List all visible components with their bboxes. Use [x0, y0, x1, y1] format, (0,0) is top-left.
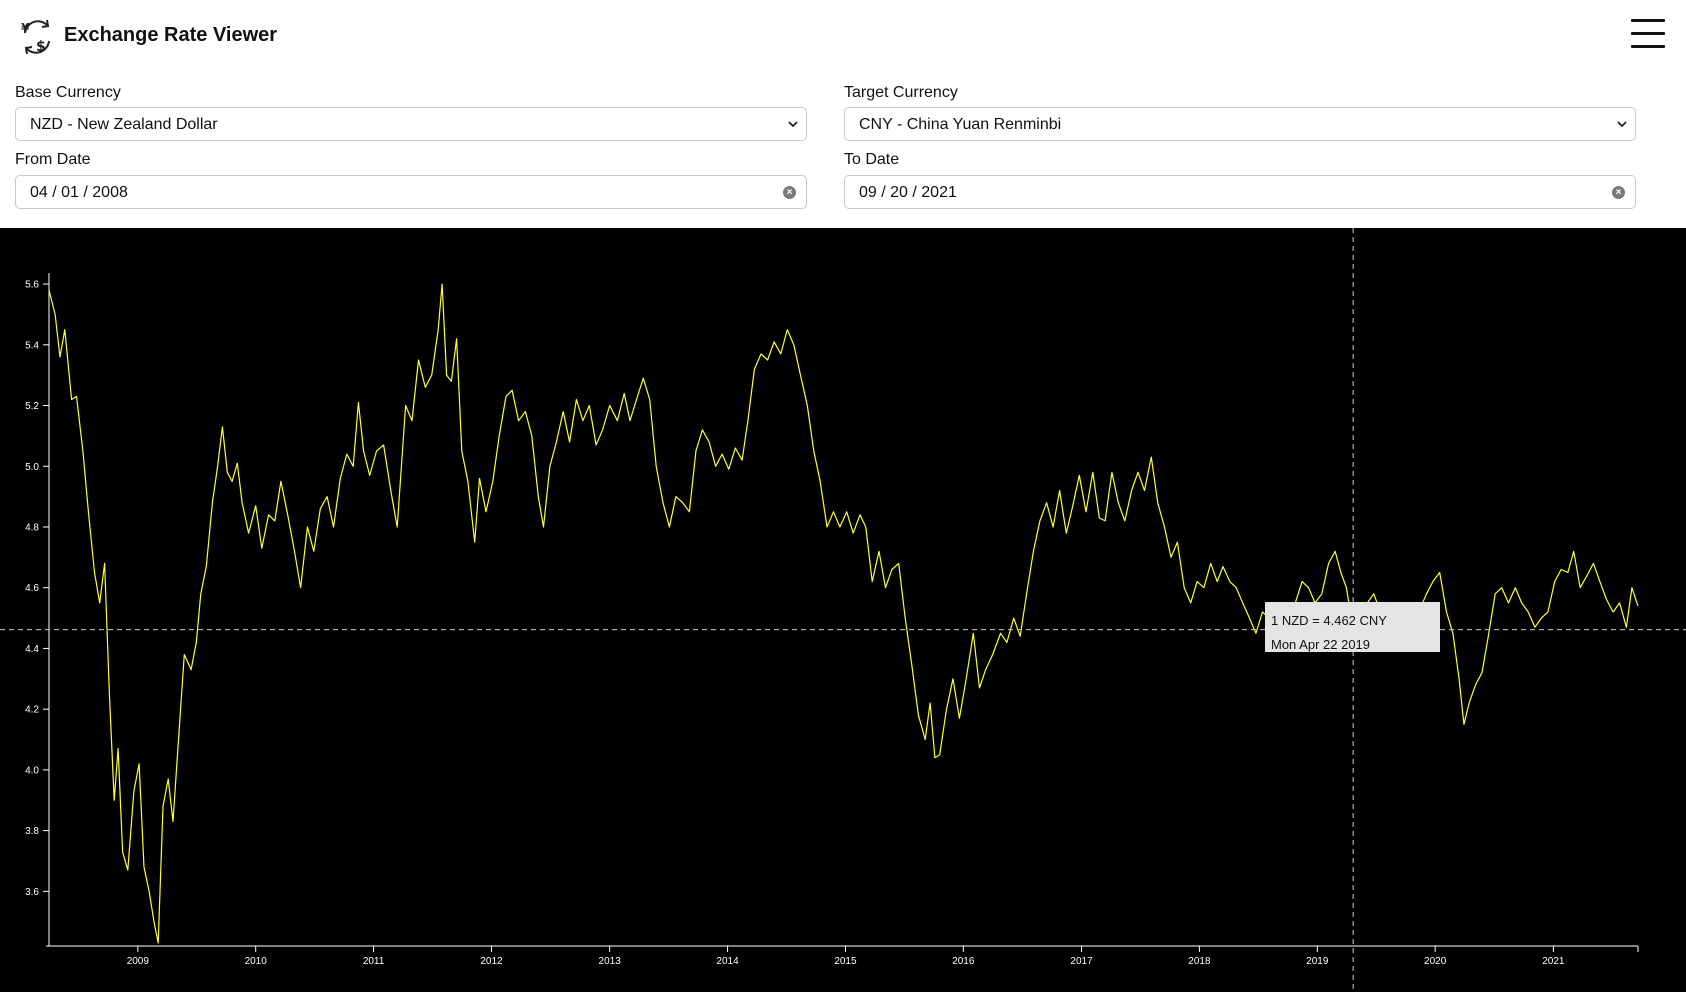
base-currency-value: NZD - New Zealand Dollar	[30, 116, 218, 133]
target-currency-select[interactable]: CNY - China Yuan Renminbi	[844, 107, 1636, 141]
x-tick-label: 2009	[127, 956, 150, 967]
x-tick-label: 2014	[716, 956, 739, 967]
y-tick-label: 5.0	[25, 462, 39, 473]
app-header: ¥ $ Exchange Rate Viewer	[0, 0, 1686, 72]
svg-text:¥: ¥	[21, 21, 30, 35]
y-tick-label: 4.0	[25, 765, 39, 776]
chart-tooltip: 1 NZD = 4.462 CNY Mon Apr 22 2019	[1265, 602, 1440, 652]
x-tick-label: 2020	[1424, 956, 1447, 967]
base-currency-label: Base Currency	[15, 84, 121, 101]
from-date-value: 04 / 01 / 2008	[30, 184, 128, 201]
to-date-value: 09 / 20 / 2021	[859, 184, 957, 201]
target-currency-label: Target Currency	[844, 84, 958, 101]
from-date-label: From Date	[15, 151, 91, 168]
base-currency-select[interactable]: NZD - New Zealand Dollar	[15, 107, 807, 141]
y-tick-label: 5.6	[25, 280, 39, 291]
x-tick-label: 2021	[1542, 956, 1565, 967]
y-tick-label: 5.2	[25, 401, 39, 412]
tooltip-rate: 1 NZD = 4.462 CNY	[1271, 613, 1387, 628]
x-tick-label: 2018	[1188, 956, 1211, 967]
currency-exchange-icon: ¥ $	[21, 19, 50, 55]
x-tick-label: 2015	[834, 956, 857, 967]
x-tick-label: 2012	[480, 956, 503, 967]
app-title: Exchange Rate Viewer	[64, 24, 278, 46]
y-tick-label: 4.6	[25, 583, 39, 594]
from-date-input[interactable]: 04 / 01 / 2008 ×	[15, 175, 807, 209]
y-tick-label: 3.8	[25, 826, 39, 837]
x-tick-label: 2013	[599, 956, 622, 967]
to-date-label: To Date	[844, 151, 900, 168]
y-tick-label: 4.8	[25, 522, 39, 533]
x-tick-label: 2017	[1070, 956, 1093, 967]
exchange-rate-chart[interactable]: 3.6 3.8 4.0 4.2 4.4 4.6 4.8 5.0 5.2 5.4 5.6 2009 201…	[0, 228, 1686, 992]
target-currency-value: CNY - China Yuan Renminbi	[859, 116, 1062, 133]
clear-icon[interactable]: ×	[1612, 186, 1625, 199]
y-tick-label: 3.6	[25, 887, 39, 898]
x-tick-label: 2016	[952, 956, 975, 967]
x-tick-label: 2010	[245, 956, 268, 967]
chevron-down-icon	[788, 121, 798, 128]
to-date-input[interactable]: 09 / 20 / 2021 ×	[844, 175, 1636, 209]
x-tick-label: 2011	[363, 956, 385, 967]
chevron-down-icon	[1617, 121, 1627, 128]
x-tick-label: 2019	[1306, 956, 1329, 967]
y-tick-label: 4.4	[25, 644, 39, 655]
tooltip-date: Mon Apr 22 2019	[1271, 637, 1371, 652]
svg-text:$: $	[36, 39, 46, 55]
y-tick-label: 4.2	[25, 705, 39, 716]
y-tick-label: 5.4	[25, 340, 39, 351]
clear-icon[interactable]: ×	[783, 186, 796, 199]
hamburger-menu-icon[interactable]	[1630, 19, 1666, 51]
